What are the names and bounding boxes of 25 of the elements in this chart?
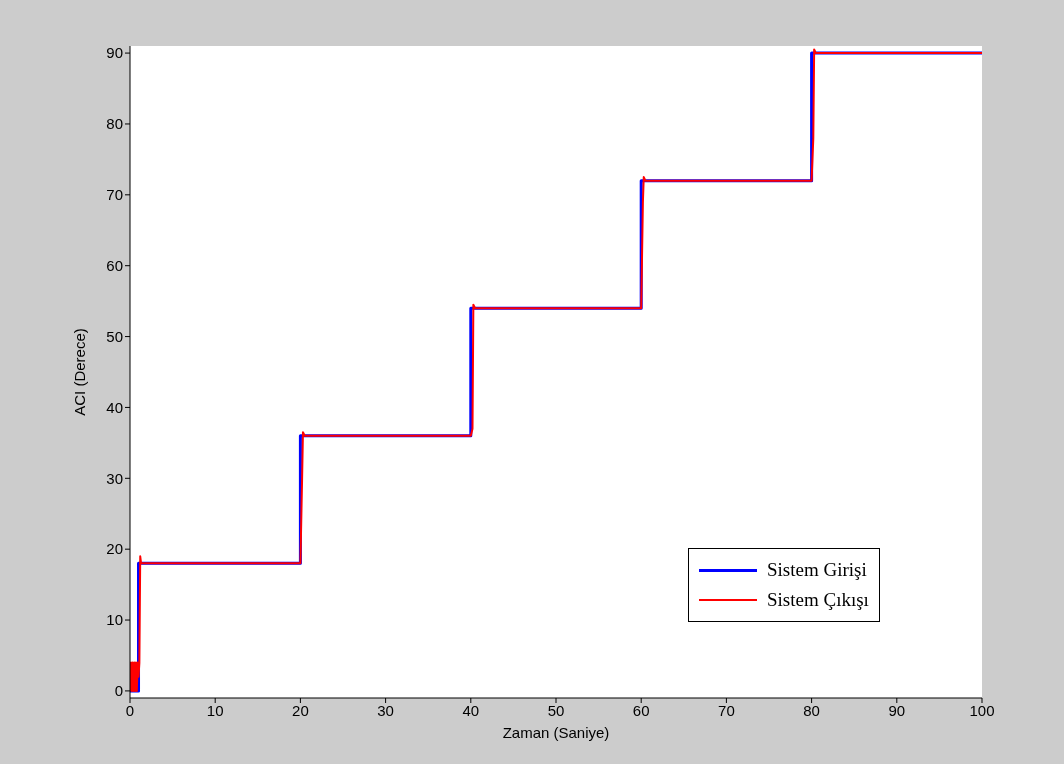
y-tick-label: 30 <box>106 469 123 487</box>
y-tick-label: 20 <box>106 540 123 558</box>
legend-label: Sistem Çıkışı <box>767 588 869 612</box>
x-tick-label: 30 <box>377 701 394 719</box>
x-tick-label: 100 <box>969 701 995 719</box>
y-tick-label: 90 <box>106 44 123 62</box>
x-tick-label: 50 <box>547 701 565 719</box>
x-tick-label: 10 <box>206 701 224 719</box>
x-tick-label: 90 <box>888 701 906 719</box>
y-tick-label: 70 <box>106 186 123 204</box>
legend-label: Sistem Girişi <box>767 558 867 582</box>
y-tick-label: 0 <box>114 682 123 700</box>
x-tick-label: 20 <box>292 701 309 719</box>
y-tick-label: 60 <box>106 257 123 275</box>
x-tick-label: 0 <box>125 701 135 719</box>
y-tick-label: 40 <box>106 398 123 416</box>
y-axis-title: ACI (Derece) <box>71 328 89 416</box>
y-tick-label: 80 <box>106 115 123 133</box>
x-tick-label: 80 <box>803 701 820 719</box>
y-tick-label: 50 <box>106 327 123 345</box>
x-tick-label: 40 <box>462 701 480 719</box>
x-tick-label: 60 <box>632 701 650 719</box>
x-axis-title: Zaman (Saniye) <box>502 724 610 741</box>
x-tick-label: 70 <box>718 701 735 719</box>
y-tick-label: 10 <box>106 611 123 629</box>
